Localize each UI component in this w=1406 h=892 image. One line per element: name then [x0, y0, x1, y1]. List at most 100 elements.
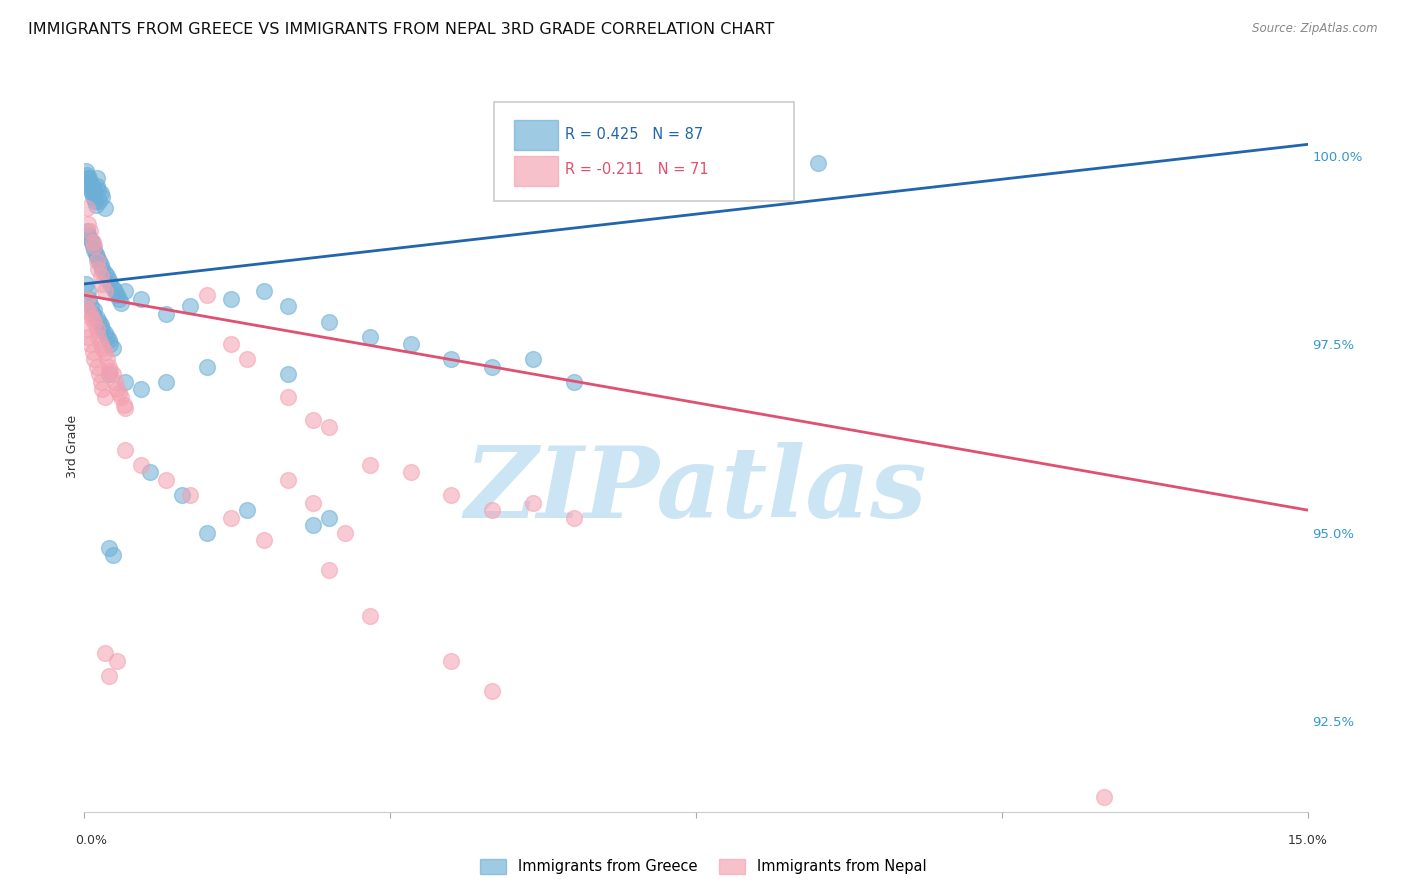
Point [82, 239, 104, 253]
Point [101, 341, 124, 355]
Text: 15.0%: 15.0% [1288, 834, 1327, 847]
Point [440, 488, 463, 502]
Point [100, 337, 122, 351]
Point [277, 473, 299, 487]
Point [101, 549, 124, 563]
Point [83, 239, 105, 253]
Point [318, 315, 340, 329]
FancyBboxPatch shape [494, 103, 794, 201]
Point [359, 329, 381, 343]
Point [97, 359, 120, 374]
Point [82, 178, 104, 193]
Point [79, 232, 101, 246]
Point [86, 254, 108, 268]
Point [82, 235, 104, 250]
Point [87, 254, 110, 268]
Point [105, 383, 128, 397]
Point [155, 307, 177, 321]
Point [112, 398, 135, 412]
Point [253, 285, 276, 299]
Point [77, 171, 100, 186]
Point [82, 307, 104, 321]
Point [522, 495, 544, 509]
Point [86, 171, 108, 186]
Point [96, 352, 118, 367]
Point [91, 341, 114, 355]
Point [77, 217, 100, 231]
Point [80, 310, 103, 325]
Point [83, 243, 105, 257]
Point [219, 337, 242, 351]
Point [83, 186, 105, 201]
Point [440, 654, 463, 668]
Point [87, 183, 110, 197]
Y-axis label: 3rd Grade: 3rd Grade [66, 415, 79, 477]
Point [131, 458, 153, 472]
Point [77, 329, 100, 343]
Point [93, 390, 117, 404]
Point [195, 288, 218, 302]
Point [236, 352, 259, 367]
Point [93, 285, 117, 299]
Point [100, 277, 122, 291]
Point [96, 329, 118, 343]
Point [75, 163, 97, 178]
Text: IMMIGRANTS FROM GREECE VS IMMIGRANTS FROM NEPAL 3RD GRADE CORRELATION CHART: IMMIGRANTS FROM GREECE VS IMMIGRANTS FRO… [28, 22, 775, 37]
Point [101, 280, 124, 294]
Point [114, 442, 136, 457]
Point [90, 258, 112, 272]
Point [359, 458, 381, 472]
Point [481, 503, 503, 517]
Point [440, 352, 463, 367]
Point [76, 171, 98, 186]
Point [97, 273, 120, 287]
Point [86, 178, 108, 193]
Legend: Immigrants from Greece, Immigrants from Nepal: Immigrants from Greece, Immigrants from … [474, 853, 932, 880]
Point [90, 337, 112, 351]
Point [155, 473, 177, 487]
Point [86, 359, 108, 374]
Point [80, 235, 103, 250]
Point [80, 183, 103, 197]
Point [110, 295, 132, 310]
Point [277, 368, 299, 382]
Point [93, 266, 117, 280]
Point [301, 495, 323, 509]
Point [105, 288, 128, 302]
Point [807, 156, 830, 170]
Point [77, 303, 100, 318]
Point [399, 466, 422, 480]
Point [90, 375, 112, 389]
Point [79, 337, 101, 351]
FancyBboxPatch shape [513, 155, 558, 186]
Point [93, 202, 117, 216]
Text: R = -0.211   N = 71: R = -0.211 N = 71 [565, 162, 709, 177]
Point [318, 510, 340, 524]
Point [76, 322, 98, 336]
Point [114, 401, 136, 416]
Point [179, 300, 201, 314]
Point [301, 412, 323, 426]
Point [277, 300, 299, 314]
Point [107, 386, 129, 401]
Point [83, 315, 105, 329]
Point [84, 194, 107, 208]
Point [80, 300, 103, 314]
Point [110, 390, 132, 404]
FancyBboxPatch shape [513, 120, 558, 151]
Point [91, 261, 114, 276]
Point [562, 510, 585, 524]
Point [90, 186, 112, 201]
Point [93, 344, 117, 359]
Point [76, 224, 98, 238]
Point [195, 359, 218, 374]
Point [86, 310, 108, 325]
Point [93, 646, 117, 660]
Point [105, 654, 128, 668]
Point [101, 368, 124, 382]
Point [179, 488, 201, 502]
Point [236, 503, 259, 517]
Point [79, 178, 101, 193]
Point [253, 533, 276, 548]
Point [84, 246, 107, 260]
